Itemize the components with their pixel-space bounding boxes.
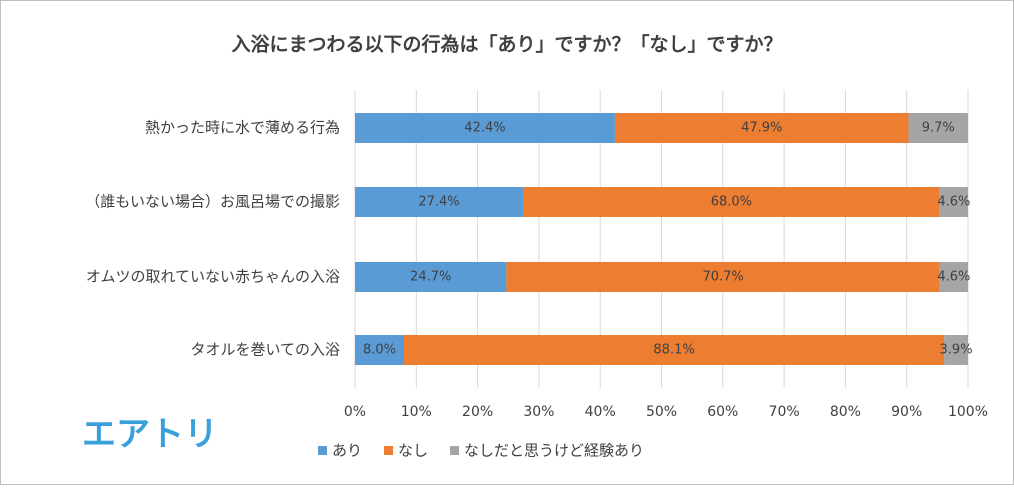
x-tick-label: 50% xyxy=(646,404,677,420)
y-tick-label: オムツの取れていない赤ちゃんの入浴 xyxy=(86,268,340,286)
value-label: 47.9% xyxy=(741,121,782,136)
y-tick-label: （誰もいない場合）お風呂場での撮影 xyxy=(85,193,340,211)
bar-segment xyxy=(355,113,615,143)
bar-segment xyxy=(939,187,968,217)
logo: エアトリ xyxy=(82,415,218,455)
x-tick-label: 90% xyxy=(891,404,922,420)
value-label: 68.0% xyxy=(711,195,752,210)
x-tick-label: 70% xyxy=(769,404,800,420)
x-tick-label: 0% xyxy=(344,404,366,420)
value-label: 9.7% xyxy=(922,121,955,136)
x-tick-label: 10% xyxy=(401,404,432,420)
value-label: 8.0% xyxy=(363,343,396,358)
bar-segment xyxy=(355,187,523,217)
value-label: 24.7% xyxy=(410,270,451,285)
y-tick-label: タオルを巻いての入浴 xyxy=(190,341,340,359)
bar-segment xyxy=(944,335,968,365)
value-label: 4.6% xyxy=(937,195,970,210)
bar-segment xyxy=(506,262,940,292)
x-tick-label: 80% xyxy=(830,404,861,420)
value-label: 4.6% xyxy=(937,270,970,285)
legend-swatch xyxy=(384,446,394,455)
bar-segment xyxy=(404,335,945,365)
value-label: 42.4% xyxy=(464,121,505,136)
bar-segment xyxy=(355,335,405,365)
bar-segment xyxy=(614,113,909,143)
x-tick-label: 60% xyxy=(707,404,738,420)
bar-segment xyxy=(355,262,507,292)
chart-title: 入浴にまつわる以下の行為は「あり」ですか？「なし」ですか？ xyxy=(231,33,782,56)
legend-label: なしだと思うけど経験あり xyxy=(464,442,644,460)
bar-segment xyxy=(522,187,940,217)
legend-swatch xyxy=(450,446,460,455)
legend-label: あり xyxy=(332,442,362,460)
value-label: 70.7% xyxy=(702,270,743,285)
bar-segment xyxy=(908,113,968,143)
x-tick-label: 20% xyxy=(462,404,493,420)
value-label: 27.4% xyxy=(418,195,459,210)
y-tick-label: 熱かった時に水で薄める行為 xyxy=(145,119,340,137)
value-label: 88.1% xyxy=(653,343,694,358)
x-tick-label: 30% xyxy=(523,404,554,420)
bar-segment xyxy=(939,262,968,292)
x-tick-label: 40% xyxy=(585,404,616,420)
legend-swatch xyxy=(318,446,327,455)
x-tick-label: 100% xyxy=(948,404,988,420)
value-label: 3.9% xyxy=(940,343,973,358)
legend-label: なし xyxy=(398,442,428,460)
